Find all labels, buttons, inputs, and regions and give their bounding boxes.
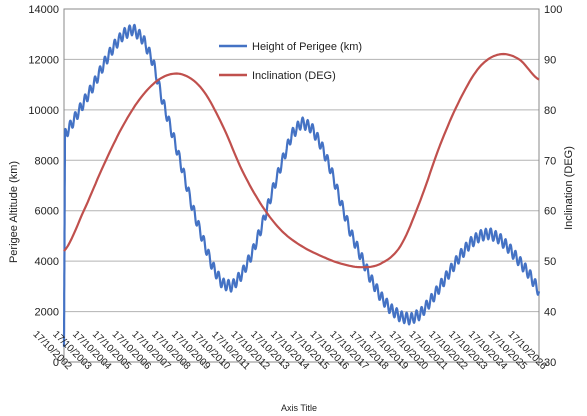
y-right-tick-label: 60 (544, 206, 556, 218)
y-left-tick-label: 6000 (35, 206, 59, 218)
y-right-tick-label: 80 (544, 105, 556, 117)
y-left-tick-label: 8000 (35, 155, 59, 167)
left-y-axis-ticks: 0 2000 4000 6000 8000 10000 12000 14000 (28, 4, 59, 369)
y-right-tick-label: 40 (544, 307, 556, 319)
y-right-tick-label: 100 (544, 4, 562, 16)
gridlines (64, 58, 539, 313)
legend: Height of Perigee (km) Inclination (DEG) (219, 41, 362, 82)
y-right-tick-label: 50 (544, 256, 556, 268)
y-left-tick-label: 14000 (28, 4, 59, 16)
y-left-tick-label: 10000 (28, 105, 59, 117)
y-right-tick-label: 90 (544, 54, 556, 66)
legend-label-inclination: Inclination (DEG) (252, 70, 336, 82)
x-axis-title: Axis Title (281, 403, 317, 413)
right-y-axis-ticks: 30 40 50 60 70 80 90 100 (544, 4, 562, 369)
y-axis-right-title: Inclination (DEG) (563, 146, 575, 230)
series-line-perigee (62, 23, 541, 347)
series-layer (62, 23, 541, 347)
y-left-tick-label: 2000 (35, 307, 59, 319)
legend-label-perigee: Height of Perigee (km) (252, 41, 362, 53)
series-line-inclination (63, 52, 540, 269)
y-left-tick-label: 4000 (35, 256, 59, 268)
y-left-tick-label: 0 (53, 357, 59, 369)
y-right-tick-label: 30 (544, 357, 556, 369)
y-right-tick-label: 70 (544, 155, 556, 167)
y-axis-left-title: Perigee Altitude (km) (8, 161, 20, 263)
y-left-tick-label: 12000 (28, 54, 59, 66)
